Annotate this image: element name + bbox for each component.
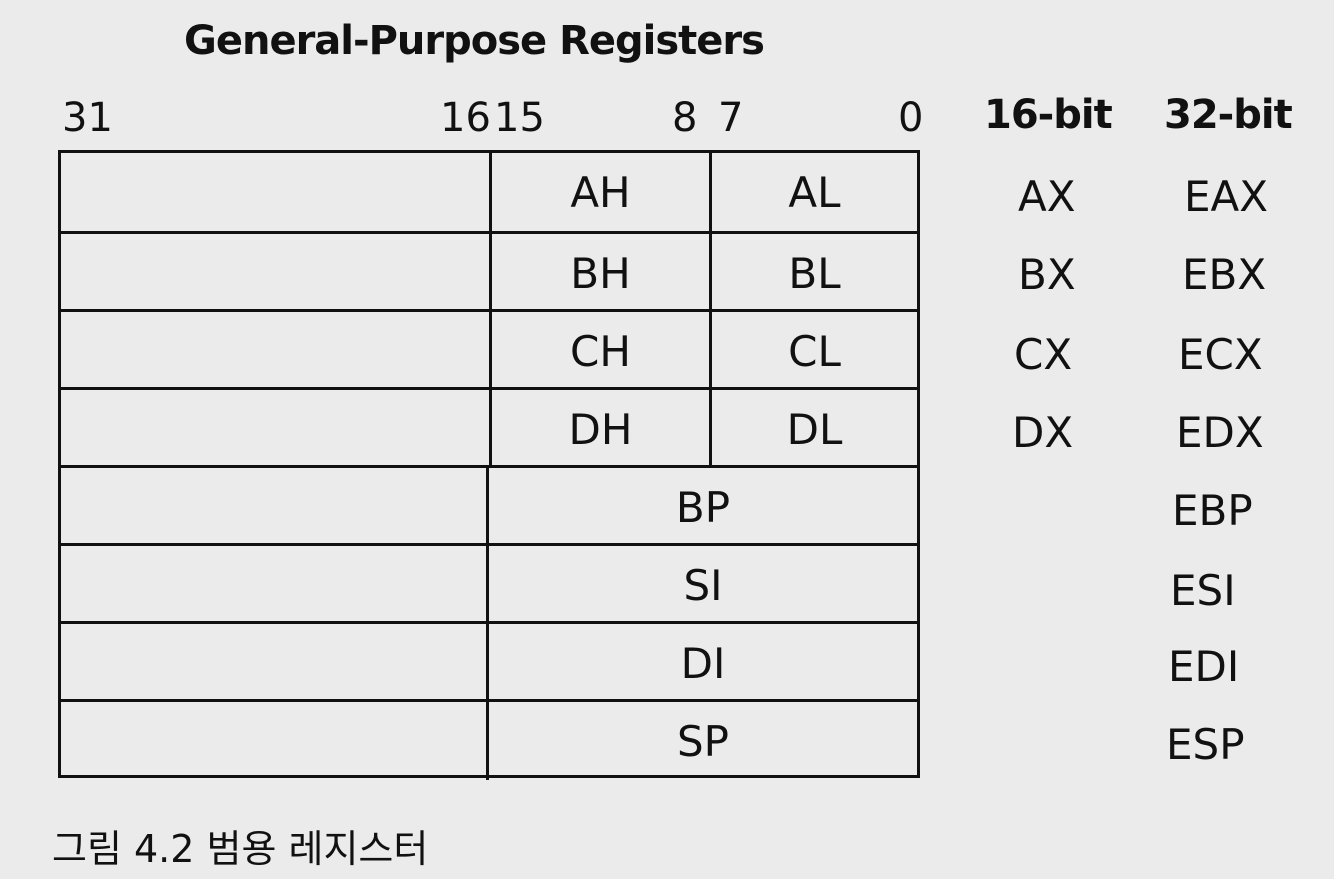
register-32-edi: EDI [1168,642,1240,691]
register-bp: BP [486,468,917,546]
bit-label-8: 8 [672,95,698,141]
register-grid: AH AL BH BL CH CL DH DL BP SI DI SP [58,150,920,780]
register-32-esi: ESI [1170,566,1236,615]
register-row-c: CH CL [61,309,917,390]
bit-label-7: 7 [718,95,744,141]
register-al: AL [709,153,917,231]
register-row-d: DH DL [61,387,917,468]
register-16-dx: DX [1012,408,1074,457]
register-16-cx: CX [1014,330,1073,379]
register-ch: CH [489,312,709,390]
bit-label-15: 15 [494,95,545,141]
register-sp: SP [486,702,917,780]
register-row-di: DI [61,621,917,702]
figure-caption: 그림 4.2 범용 레지스터 [52,827,429,871]
register-row-si: SI [61,543,917,624]
register-dl: DL [709,390,917,468]
register-32-eax: EAX [1184,172,1269,221]
register-row-bp: BP [61,465,917,546]
register-bh: BH [489,234,709,312]
register-row-a: AH AL [61,153,917,231]
column-header-16-bit: 16-bit [984,92,1113,138]
register-32-esp: ESP [1166,720,1245,769]
register-32-ebp: EBP [1172,486,1253,535]
bit-label-0: 0 [898,95,924,141]
register-16-bx: BX [1018,250,1076,299]
register-ah: AH [489,153,709,231]
register-32-ebx: EBX [1182,250,1267,299]
register-di: DI [486,624,917,702]
register-row-b: BH BL [61,231,917,312]
register-32-edx: EDX [1176,408,1264,457]
register-bl: BL [709,234,917,312]
register-cl: CL [709,312,917,390]
bit-label-31: 31 [62,95,113,141]
diagram-title: General-Purpose Registers [184,18,765,64]
column-header-32-bit: 32-bit [1164,92,1293,138]
register-dh: DH [489,390,709,468]
register-si: SI [486,546,917,624]
register-16-ax: AX [1018,172,1076,221]
bit-label-16: 16 [440,95,491,141]
register-row-sp: SP [61,699,917,780]
register-32-ecx: ECX [1178,330,1263,379]
